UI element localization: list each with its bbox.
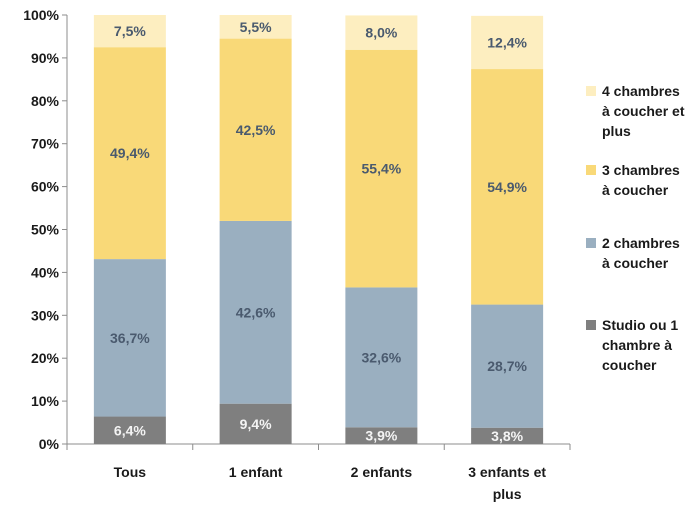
data-label: 54,9% (487, 179, 527, 195)
legend-label: 3 chambres à coucher (602, 162, 680, 198)
data-label: 5,5% (240, 19, 272, 35)
bar-segment (345, 15, 418, 50)
legend-swatch (586, 238, 596, 248)
y-tick-label: 30% (31, 307, 60, 323)
y-tick-label: 60% (31, 179, 60, 195)
bar-segment (471, 304, 544, 428)
data-label: 55,4% (362, 161, 402, 177)
legend-label: 4 chambres à coucher et plus (602, 83, 685, 139)
bar-segment (219, 38, 292, 221)
bar-segment (219, 15, 292, 39)
data-label: 32,6% (362, 349, 402, 365)
x-category-label: Tous (114, 464, 147, 480)
x-category-label: 3 enfants et plus (468, 464, 546, 502)
y-tick-label: 20% (31, 350, 60, 366)
y-tick-label: 40% (31, 264, 60, 280)
legend: 4 chambres à coucher et plus 3 chambres à co… (586, 83, 685, 373)
data-label: 42,6% (236, 304, 276, 320)
bar-segment (93, 15, 166, 48)
y-tick-label: 0% (39, 436, 60, 452)
data-label: 42,5% (236, 122, 276, 138)
data-label: 3,8% (491, 428, 523, 444)
data-label: 6,4% (114, 422, 146, 438)
y-tick-label: 100% (23, 7, 59, 23)
y-tick-label: 80% (31, 93, 60, 109)
x-category-label: 1 enfant (229, 464, 283, 480)
bar-segment (219, 220, 292, 404)
x-category-label: 2 enfants (351, 464, 413, 480)
data-label: 7,5% (114, 23, 146, 39)
axes: 0% 10% 20% 30% 40% 50% 60% 70% 80% 90% 100% (23, 7, 571, 452)
y-tick-label: 50% (31, 222, 60, 238)
data-label: 9,4% (240, 416, 272, 432)
bars (93, 15, 544, 444)
data-label: 3,9% (365, 428, 397, 444)
legend-swatch (586, 86, 596, 96)
data-label: 8,0% (365, 25, 397, 41)
x-axis-categories: Tous 1 enfant 2 enfants 3 enfants et plus (114, 464, 547, 502)
bar-segment (93, 416, 166, 444)
y-tick-label: 90% (31, 50, 60, 66)
data-labels: 6,4% 36,7% 49,4% 7,5% 9,4% 42,6% 42,5% 5,5% 3,9%… (110, 19, 527, 444)
legend-label: Studio ou 1 chambre à coucher (602, 317, 678, 373)
bar-segment (471, 15, 544, 70)
data-label: 49,4% (110, 145, 150, 161)
y-tick-label: 70% (31, 136, 60, 152)
bar-segment (345, 49, 418, 288)
bar-segment (471, 427, 544, 444)
legend-swatch (586, 320, 596, 330)
legend-swatch (586, 165, 596, 175)
bar-segment (93, 259, 166, 417)
bar-segment (345, 287, 418, 428)
bar-segment (93, 47, 166, 260)
bar-segment (219, 403, 292, 444)
bar-segment (345, 427, 418, 444)
data-label: 12,4% (487, 34, 527, 50)
data-label: 28,7% (487, 358, 527, 374)
bar-segment (471, 69, 544, 305)
data-label: 36,7% (110, 330, 150, 346)
y-tick-label: 10% (31, 393, 60, 409)
legend-label: 2 chambres à coucher (602, 235, 680, 271)
